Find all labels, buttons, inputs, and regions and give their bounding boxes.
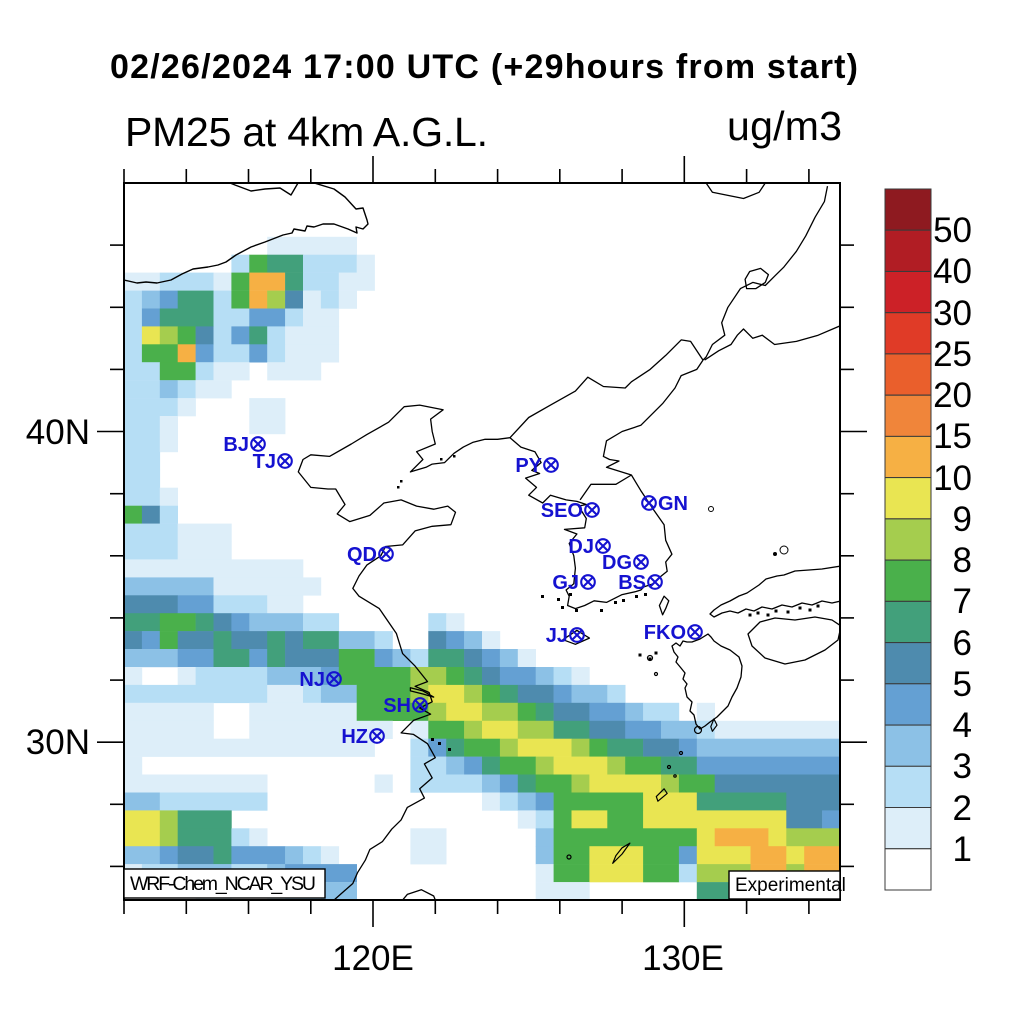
svg-text:6: 6: [953, 624, 972, 663]
svg-text:40: 40: [933, 252, 972, 291]
svg-text:GN: GN: [658, 493, 688, 515]
svg-text:PM25 at 4km A.G.L.: PM25 at 4km A.G.L.: [125, 109, 488, 155]
svg-text:BJ: BJ: [223, 434, 249, 456]
svg-text:30N: 30N: [26, 723, 90, 762]
svg-text:50: 50: [933, 211, 972, 250]
svg-text:02/26/2024 17:00 UTC (+29hours: 02/26/2024 17:00 UTC (+29hours from star…: [110, 48, 858, 86]
svg-text:HZ: HZ: [341, 726, 368, 748]
svg-text:8: 8: [953, 541, 972, 580]
svg-text:DJ: DJ: [568, 536, 594, 558]
svg-text:9: 9: [953, 500, 972, 539]
svg-text:40N: 40N: [26, 413, 90, 452]
svg-text:130E: 130E: [642, 939, 724, 978]
svg-text:5: 5: [953, 665, 972, 704]
svg-text:3: 3: [953, 747, 972, 786]
svg-text:WRF-Chem_NCAR_YSU: WRF-Chem_NCAR_YSU: [130, 873, 316, 895]
svg-text:JJ: JJ: [546, 625, 568, 647]
svg-text:120E: 120E: [332, 939, 414, 978]
svg-text:15: 15: [933, 417, 972, 456]
svg-text:10: 10: [933, 459, 972, 498]
svg-text:GJ: GJ: [552, 572, 579, 594]
svg-text:TJ: TJ: [253, 451, 276, 473]
svg-text:1: 1: [953, 830, 972, 869]
svg-text:QD: QD: [347, 544, 377, 566]
svg-text:2: 2: [953, 789, 972, 828]
svg-text:FKO: FKO: [644, 622, 686, 644]
svg-text:30: 30: [933, 294, 972, 333]
svg-text:Experimental: Experimental: [735, 875, 846, 896]
svg-text:NJ: NJ: [299, 669, 325, 691]
svg-text:DG: DG: [602, 552, 632, 574]
svg-text:20: 20: [933, 376, 972, 415]
svg-text:4: 4: [953, 706, 972, 745]
svg-text:PY: PY: [515, 455, 542, 477]
svg-text:BS: BS: [618, 572, 646, 594]
svg-text:ug/m3: ug/m3: [727, 103, 842, 149]
svg-text:7: 7: [953, 582, 972, 621]
svg-text:SH: SH: [383, 695, 411, 717]
svg-text:SEO: SEO: [541, 500, 583, 522]
svg-text:25: 25: [933, 335, 972, 374]
